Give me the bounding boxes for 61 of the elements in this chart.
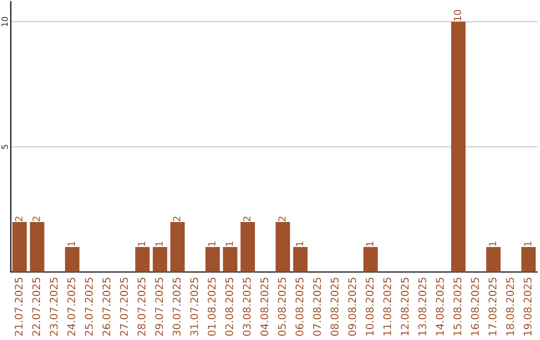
bar bbox=[222, 246, 238, 272]
x-tick-label: 05.08.2025 bbox=[278, 278, 286, 336]
x-tick-label: 10.08.2025 bbox=[366, 278, 374, 336]
x-tick-label: 24.07.2025 bbox=[67, 278, 76, 336]
bar bbox=[205, 246, 220, 272]
bar bbox=[276, 222, 290, 272]
bar bbox=[293, 246, 308, 272]
bar bbox=[170, 222, 185, 272]
x-tick-label: 26.07.2025 bbox=[102, 278, 110, 336]
x-tick-label: 31.07.2025 bbox=[190, 278, 198, 336]
data-label: 1 bbox=[156, 242, 163, 246]
x-tick-label: 21.07.2025 bbox=[14, 278, 23, 336]
x-tick-label: 09.08.2025 bbox=[348, 278, 356, 336]
bar bbox=[152, 246, 168, 272]
data-label: 1 bbox=[489, 242, 496, 246]
bar bbox=[65, 246, 80, 272]
x-tick-label: 30.07.2025 bbox=[172, 278, 181, 336]
x-tick-label: 25.07.2025 bbox=[84, 278, 93, 336]
bar bbox=[363, 246, 378, 272]
x-tick-label: 28.07.2025 bbox=[138, 278, 146, 336]
x-tick-label: 16.08.2025 bbox=[471, 278, 479, 336]
data-label: 2 bbox=[172, 216, 180, 222]
x-tick-label: 08.08.2025 bbox=[330, 278, 338, 336]
data-label: 1 bbox=[366, 242, 374, 246]
data-label: 1 bbox=[296, 242, 304, 246]
x-tick-label: 12.08.2025 bbox=[400, 278, 409, 336]
bar bbox=[521, 246, 536, 272]
data-label: 1 bbox=[68, 242, 75, 246]
x-tick-label: 11.08.2025 bbox=[383, 278, 392, 336]
bar bbox=[240, 222, 255, 272]
x-tick-label: 15.08.2025 bbox=[453, 278, 462, 336]
data-label: 1 bbox=[138, 242, 146, 246]
x-tick-label: 07.08.2025 bbox=[313, 278, 321, 336]
data-label: 2 bbox=[15, 216, 22, 222]
data-label: 1 bbox=[208, 242, 216, 246]
x-tick-label: 18.08.2025 bbox=[506, 278, 514, 336]
bar bbox=[451, 22, 466, 272]
x-tick-label: 02.08.2025 bbox=[225, 278, 234, 336]
bar bbox=[486, 246, 501, 272]
x-tick-label: 04.08.2025 bbox=[260, 278, 268, 336]
bar bbox=[12, 222, 27, 272]
data-label: 1 bbox=[226, 242, 233, 246]
x-tick-label: 27.07.2025 bbox=[120, 278, 128, 336]
x-tick-label: 01.08.2025 bbox=[208, 278, 216, 336]
x-tick-label: 23.07.2025 bbox=[50, 278, 58, 336]
x-tick-label: 22.07.2025 bbox=[32, 278, 40, 336]
x-tick-label: 13.08.2025 bbox=[418, 278, 426, 336]
x-tick-label: 29.07.2025 bbox=[155, 278, 163, 336]
bar bbox=[135, 246, 150, 272]
x-tick-label: 14.08.2025 bbox=[436, 278, 444, 336]
data-label: 1 bbox=[524, 242, 532, 246]
x-tick-label: 06.08.2025 bbox=[296, 278, 304, 336]
data-label: 2 bbox=[243, 216, 250, 222]
data-label: 2 bbox=[32, 216, 40, 222]
x-tick-label: 03.08.2025 bbox=[242, 278, 251, 336]
data-label: 2 bbox=[278, 216, 286, 222]
data-label: 10 bbox=[454, 10, 462, 21]
bar bbox=[30, 222, 44, 272]
y-tick-label: 5 bbox=[2, 144, 8, 149]
x-tick-label: 19.08.2025 bbox=[524, 278, 532, 336]
x-tick-label: 17.08.2025 bbox=[488, 278, 496, 336]
